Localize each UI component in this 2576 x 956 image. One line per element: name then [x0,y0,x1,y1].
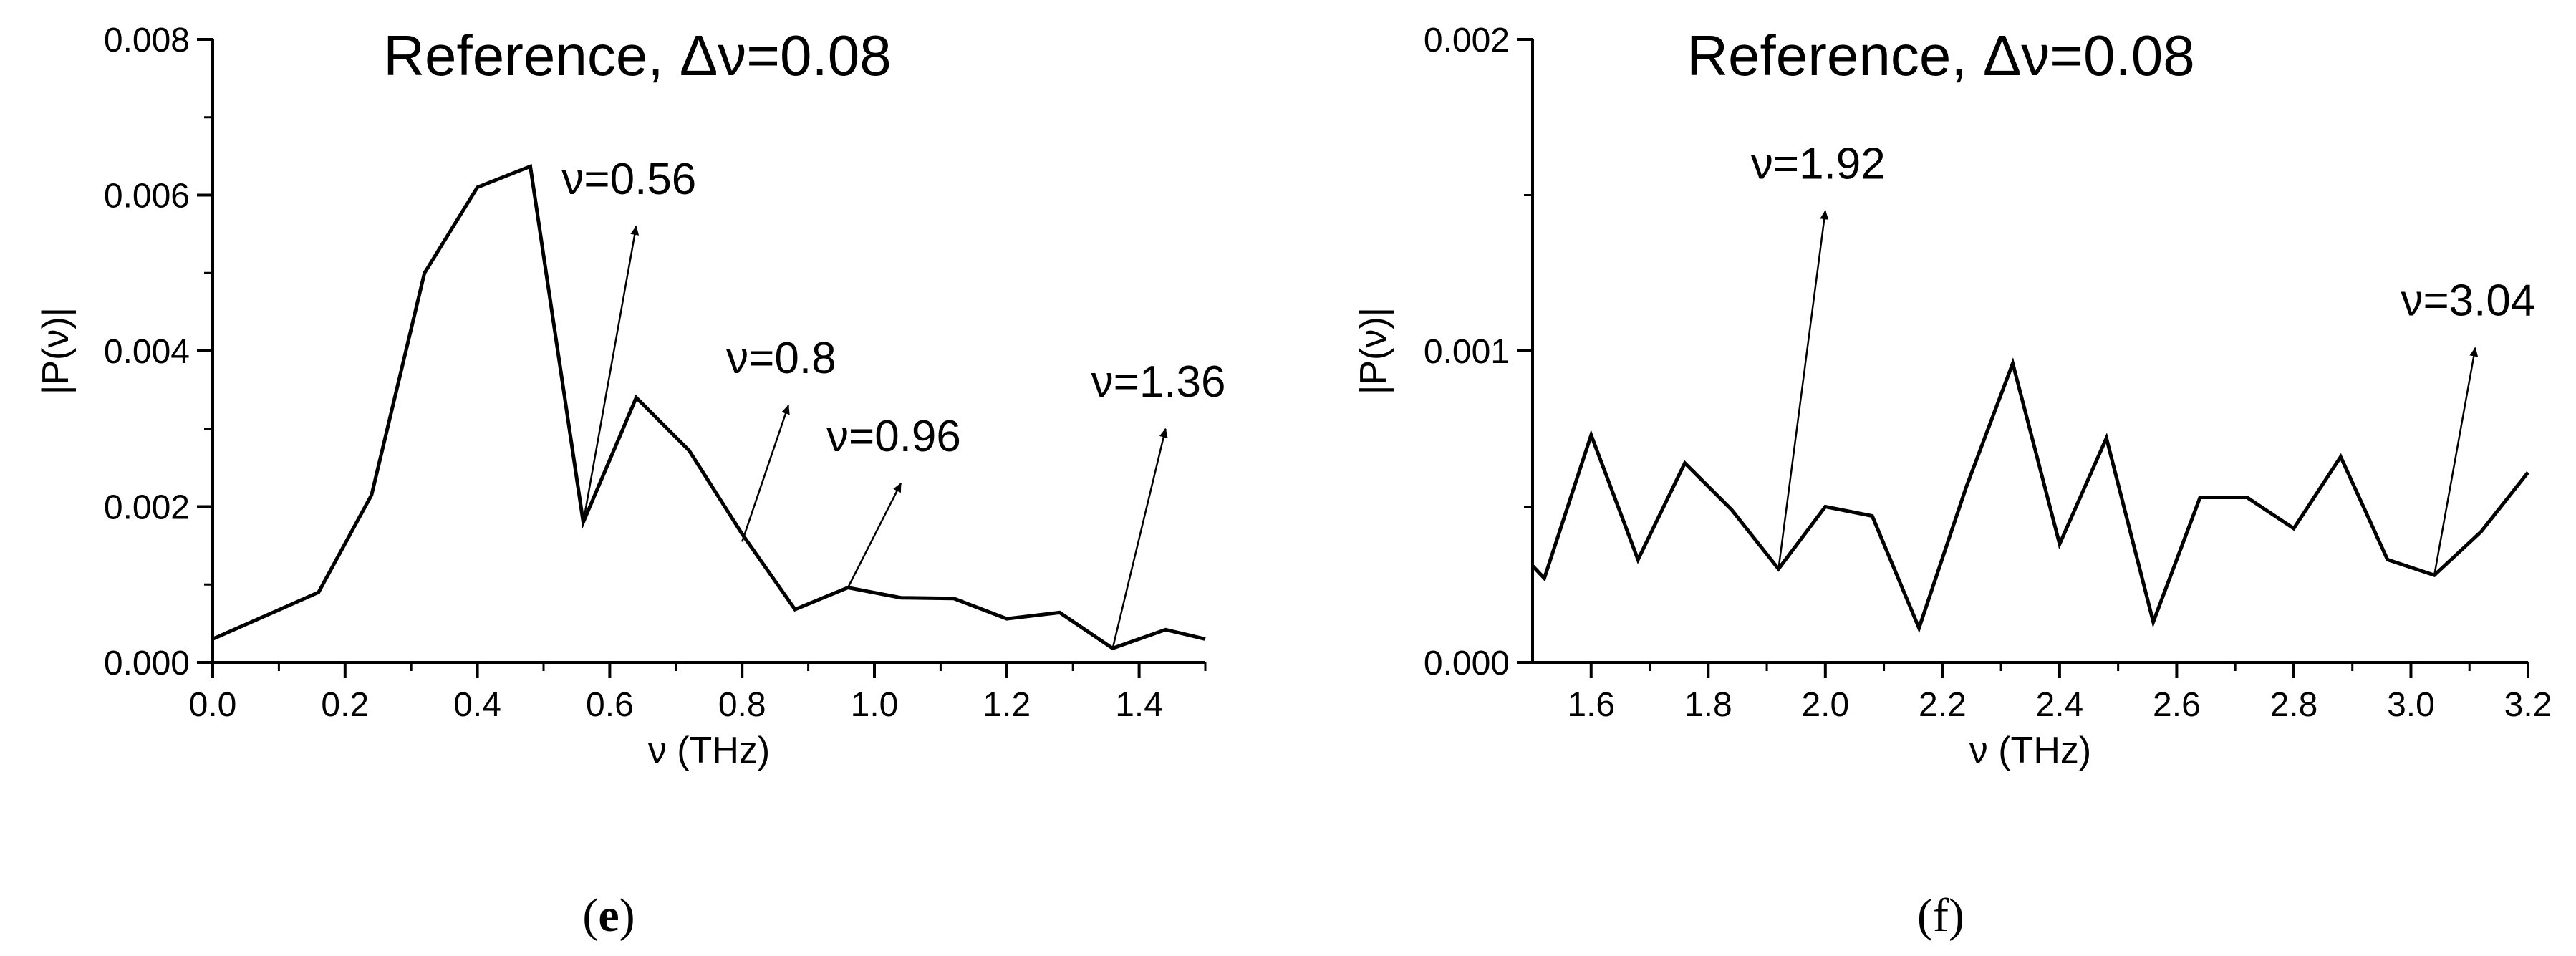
x-tick-label: 0.2 [321,686,369,724]
annotation-arrow [741,405,790,542]
chart-title: Reference, Δν=0.08 [1687,24,2194,87]
y-tick-label: 0.002 [1424,21,1510,59]
annotation-label: ν=0.96 [826,412,961,461]
series-line [211,163,1206,651]
y-tick-label: 0.006 [104,178,190,216]
x-tick-label: 0.4 [453,686,501,724]
annotation-arrow [846,482,902,589]
annotation-label: ν=1.92 [1751,139,1886,188]
annotation-label: ν=1.36 [1091,357,1226,407]
x-tick-label: 0.6 [586,686,634,724]
x-tick-label: 1.4 [1115,686,1163,724]
x-tick-label: 2.2 [1919,686,1967,724]
annotation-arrow [1111,428,1168,649]
chart-panel-f: 1.6 1.8 2.0 2.2 2.4 2.6 2.8 3.0 3.2 0.000 0.001 0.0… [1353,21,2552,942]
series-line [1531,357,2529,634]
annotation-label: ν=0.56 [561,155,696,204]
annotation-arrow [582,226,640,523]
y-tick-label: 0.001 [1424,333,1510,371]
x-tick-label: 2.4 [2036,686,2084,724]
x-tick-label: 0.8 [718,686,766,724]
annotation-label: ν=3.04 [2401,276,2535,326]
y-axis-label: |P(ν)| [35,307,77,395]
y-axis-label: |P(ν)| [1353,307,1394,395]
x-axis-label: ν (THz) [648,730,770,771]
annotation-label: ν=0.8 [726,334,836,383]
panel-label: (e) [582,889,635,942]
x-tick-label: 2.8 [2270,686,2318,724]
x-tick-label: 1.2 [983,686,1031,724]
y-tick-label: 0.008 [104,21,190,59]
y-tick-label: 0.000 [104,644,190,682]
x-tick-label: 0.0 [189,686,237,724]
x-tick-label: 2.6 [2153,686,2201,724]
x-tick-label: 3.0 [2387,686,2435,724]
x-tick-label: 3.2 [2504,686,2552,724]
annotation-arrow [2433,347,2479,576]
y-tick-label: 0.004 [104,333,190,371]
x-tick-label: 1.8 [1684,686,1732,724]
annotation-arrow [1777,210,1829,569]
x-tick-label: 1.6 [1567,686,1615,724]
chart-panel-e: 0.0 0.2 0.4 0.6 0.8 1.0 1.2 1.4 0.000 0.002 0.004 0… [35,21,1226,942]
panel-label: (f) [1917,889,1964,942]
y-tick-label: 0.000 [1424,644,1510,682]
x-tick-label: 1.0 [851,686,899,724]
y-tick-label: 0.002 [104,489,190,527]
x-tick-label: 2.0 [1801,686,1849,724]
chart-title: Reference, Δν=0.08 [383,24,891,87]
x-axis-label: ν (THz) [1969,730,2091,771]
